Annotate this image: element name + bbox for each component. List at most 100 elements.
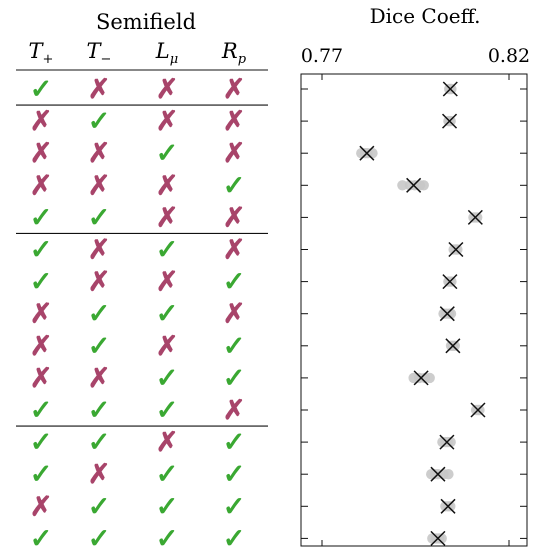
- check-icon: ✓: [223, 523, 246, 548]
- cross-icon: ✗: [223, 74, 246, 105]
- column-header: T+: [29, 39, 54, 67]
- column-header: Rp: [221, 39, 247, 67]
- mean-marker: [442, 81, 458, 97]
- run-point: [445, 308, 457, 319]
- run-point: [445, 115, 456, 127]
- x-tick-label-min: 0.77: [301, 45, 343, 67]
- check-icon: ✓: [88, 395, 111, 426]
- plot-frame: [300, 73, 528, 547]
- table-row: ✓ ✗ ✗ ✗: [30, 74, 246, 105]
- check-icon: ✓: [156, 395, 179, 426]
- cross-icon: ✗: [223, 138, 246, 169]
- mean-marker: [442, 113, 458, 129]
- run-point: [472, 212, 483, 223]
- check-icon: ✓: [88, 106, 111, 137]
- check-icon: ✓: [88, 491, 111, 522]
- check-icon: ✓: [88, 427, 111, 458]
- check-icon: ✓: [30, 267, 53, 298]
- check-icon: ✓: [223, 363, 246, 394]
- check-icon: ✓: [223, 170, 246, 201]
- check-icon: ✓: [156, 523, 179, 548]
- chart-title: Dice Coeff.: [370, 4, 481, 28]
- cross-icon: ✗: [30, 331, 53, 362]
- check-icon: ✓: [156, 363, 179, 394]
- table-row: ✗ ✗ ✗ ✓: [30, 170, 246, 201]
- table-row: ✓ ✓ ✓ ✗: [30, 395, 246, 426]
- check-icon: ✓: [223, 331, 246, 362]
- cross-icon: ✗: [156, 427, 179, 458]
- table-row: ✓ ✗ ✗ ✓: [30, 267, 246, 298]
- run-point: [446, 276, 457, 287]
- table-row: ✓ ✗ ✓ ✓: [30, 459, 246, 490]
- check-icon: ✓: [223, 427, 246, 458]
- run-point: [397, 180, 408, 191]
- mean-marker: [439, 306, 455, 322]
- cross-icon: ✗: [30, 491, 53, 522]
- cross-icon: ✗: [156, 74, 179, 105]
- cross-icon: ✗: [88, 170, 111, 201]
- column-header: Lμ: [155, 39, 178, 67]
- cross-icon: ✗: [30, 170, 53, 201]
- mean-marker: [440, 498, 456, 514]
- cross-icon: ✗: [223, 299, 246, 330]
- run-point: [418, 180, 429, 191]
- cross-icon: ✗: [30, 106, 53, 137]
- table-row: ✗ ✓ ✗ ✓: [30, 331, 246, 362]
- mean-marker: [430, 530, 446, 546]
- data-marks: [356, 81, 486, 546]
- check-icon: ✓: [223, 459, 246, 490]
- cross-icon: ✗: [156, 267, 179, 298]
- cross-icon: ✗: [30, 363, 53, 394]
- run-point: [474, 404, 485, 416]
- cross-icon: ✗: [156, 331, 179, 362]
- table-row: ✗ ✗ ✓ ✓: [30, 363, 246, 394]
- cross-icon: ✗: [88, 459, 111, 490]
- check-icon: ✓: [88, 523, 111, 548]
- check-icon: ✓: [156, 299, 179, 330]
- run-point: [443, 469, 454, 480]
- mean-marker: [406, 177, 422, 193]
- check-icon: ✓: [156, 235, 179, 266]
- mean-marker: [467, 209, 483, 225]
- axis-ticks: [301, 74, 527, 546]
- semifield-title: Semifield: [96, 10, 196, 34]
- mean-marker: [442, 274, 458, 290]
- cross-icon: ✗: [88, 363, 111, 394]
- run-point: [424, 372, 435, 384]
- cross-icon: ✗: [223, 202, 246, 233]
- run-point: [452, 244, 463, 255]
- column-headers: T+ T− Lμ Rp: [29, 39, 247, 67]
- check-icon: ✓: [30, 459, 53, 490]
- semifield-table: Semifield T+ T− Lμ Rp ✓ ✗ ✗ ✗✗ ✓ ✗ ✗✗ ✗ ✓ ✗✗ ✗ ✗ ✓✓ ✓ ✗ ✗✓…: [16, 10, 268, 548]
- check-icon: ✓: [30, 235, 53, 266]
- mean-marker: [470, 402, 486, 418]
- check-icon: ✓: [156, 459, 179, 490]
- run-point: [445, 501, 456, 512]
- check-icon: ✓: [223, 491, 246, 522]
- mean-marker: [359, 145, 375, 161]
- table-row: ✗ ✗ ✓ ✗: [30, 138, 246, 169]
- table-row: ✗ ✓ ✗ ✗: [30, 106, 246, 137]
- run-point: [436, 533, 447, 544]
- table-row: ✓ ✓ ✗ ✗: [30, 202, 246, 233]
- cross-icon: ✗: [156, 170, 179, 201]
- x-tick-label-max: 0.82: [488, 45, 530, 67]
- mean-marker: [413, 370, 429, 386]
- check-icon: ✓: [30, 395, 53, 426]
- check-icon: ✓: [88, 331, 111, 362]
- column-header: T−: [87, 39, 112, 67]
- run-point: [449, 340, 460, 351]
- check-icon: ✓: [88, 202, 111, 233]
- check-icon: ✓: [156, 491, 179, 522]
- cross-icon: ✗: [156, 106, 179, 137]
- table-row: ✓ ✓ ✓ ✓: [30, 523, 246, 548]
- cross-icon: ✗: [88, 74, 111, 105]
- cross-icon: ✗: [88, 138, 111, 169]
- cross-icon: ✗: [30, 299, 53, 330]
- table-body: ✓ ✗ ✗ ✗✗ ✓ ✗ ✗✗ ✗ ✓ ✗✗ ✗ ✗ ✓✓ ✓ ✗ ✗✓ ✗ ✓ ✗✓ ✗ ✗ ✓✗ ✓ ✓ ✗✗ ✓ ✗ ✓✗ ✗ ✓ ✓…: [16, 74, 268, 548]
- check-icon: ✓: [156, 138, 179, 169]
- mean-marker: [430, 466, 446, 482]
- check-icon: ✓: [30, 74, 53, 105]
- check-icon: ✓: [88, 299, 111, 330]
